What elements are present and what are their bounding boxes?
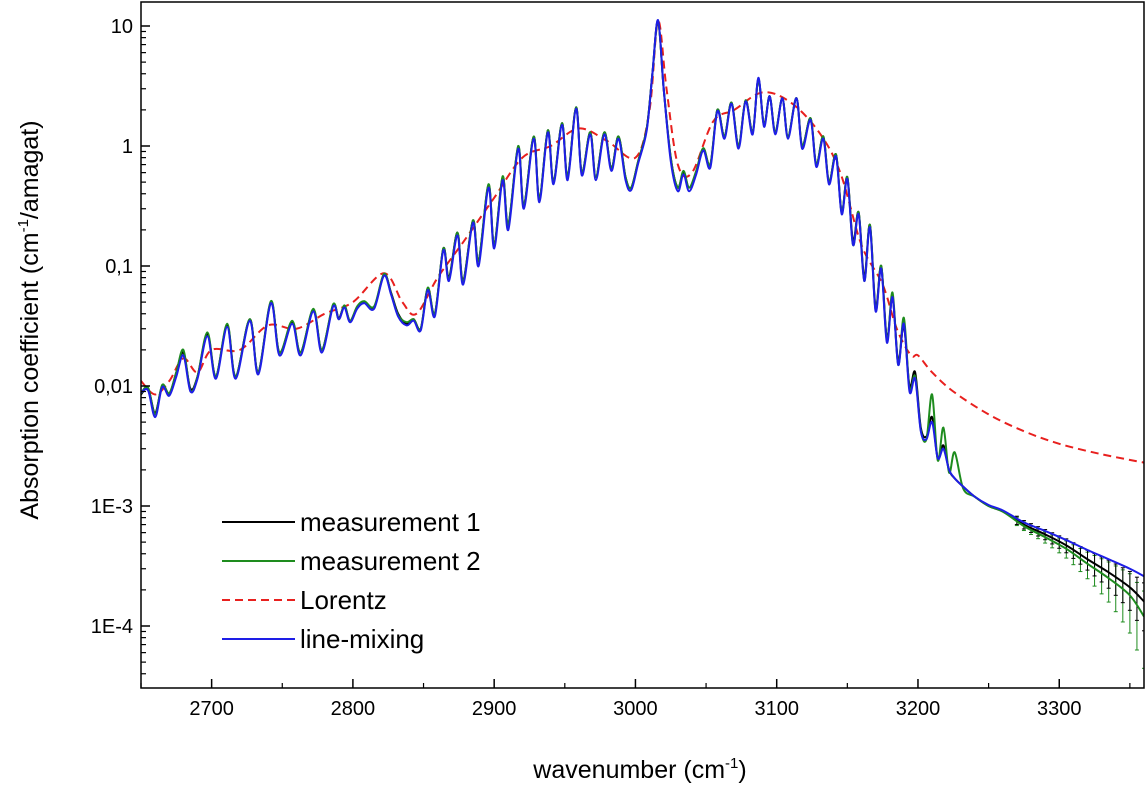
- legend-label-measurement-2: measurement 2: [300, 546, 481, 576]
- y-axis-title: Absorption coefficient (cm-1/amagat): [15, 120, 44, 519]
- y-tick-label: 0,1: [105, 256, 133, 278]
- series-layer: [141, 19, 1144, 618]
- x-tick-label: 2700: [189, 698, 234, 720]
- series-line-measurement-1: [141, 20, 1144, 603]
- y-tick-label: 1E-4: [91, 616, 133, 638]
- y-tick-label: 1E-3: [91, 496, 133, 518]
- legend-label-lorentz: Lorentz: [300, 585, 387, 615]
- x-tick-label: 3200: [896, 698, 941, 720]
- y-tick-label: 10: [111, 16, 133, 38]
- x-axis-title: wavenumber (cm-1): [532, 755, 746, 784]
- x-tick-label: 3300: [1037, 698, 1082, 720]
- series-line-line-mixing: [141, 19, 1144, 578]
- y-tick-label: 1: [122, 136, 133, 158]
- y-tick-label: 0,01: [94, 376, 133, 398]
- x-tick-label: 2800: [331, 698, 376, 720]
- plot-frame: [140, 1, 1145, 689]
- y-axis: 10 1 0,1 0,01 1E-3 1E-4: [91, 16, 150, 675]
- legend-label-line-mixing: line-mixing: [300, 624, 424, 654]
- x-tick-label: 2900: [472, 698, 517, 720]
- series-line-lorentz: [141, 20, 1144, 464]
- x-tick-label: 3100: [754, 698, 799, 720]
- series-line-measurement-2: [141, 20, 1144, 618]
- x-tick-label: 3000: [613, 698, 658, 720]
- legend-label-measurement-1: measurement 1: [300, 507, 481, 537]
- legend: measurement 1 measurement 2 Lorentz line…: [222, 507, 481, 654]
- x-axis: 2700 2800 2900 3000 3100 3200 3300: [140, 679, 1131, 720]
